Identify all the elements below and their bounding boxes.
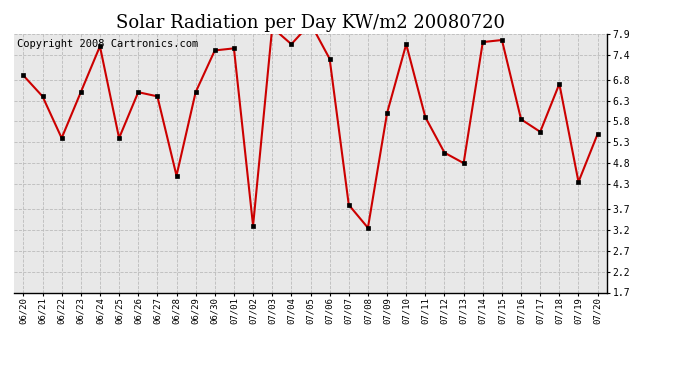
Text: Copyright 2008 Cartronics.com: Copyright 2008 Cartronics.com xyxy=(17,39,198,49)
Title: Solar Radiation per Day KW/m2 20080720: Solar Radiation per Day KW/m2 20080720 xyxy=(116,14,505,32)
